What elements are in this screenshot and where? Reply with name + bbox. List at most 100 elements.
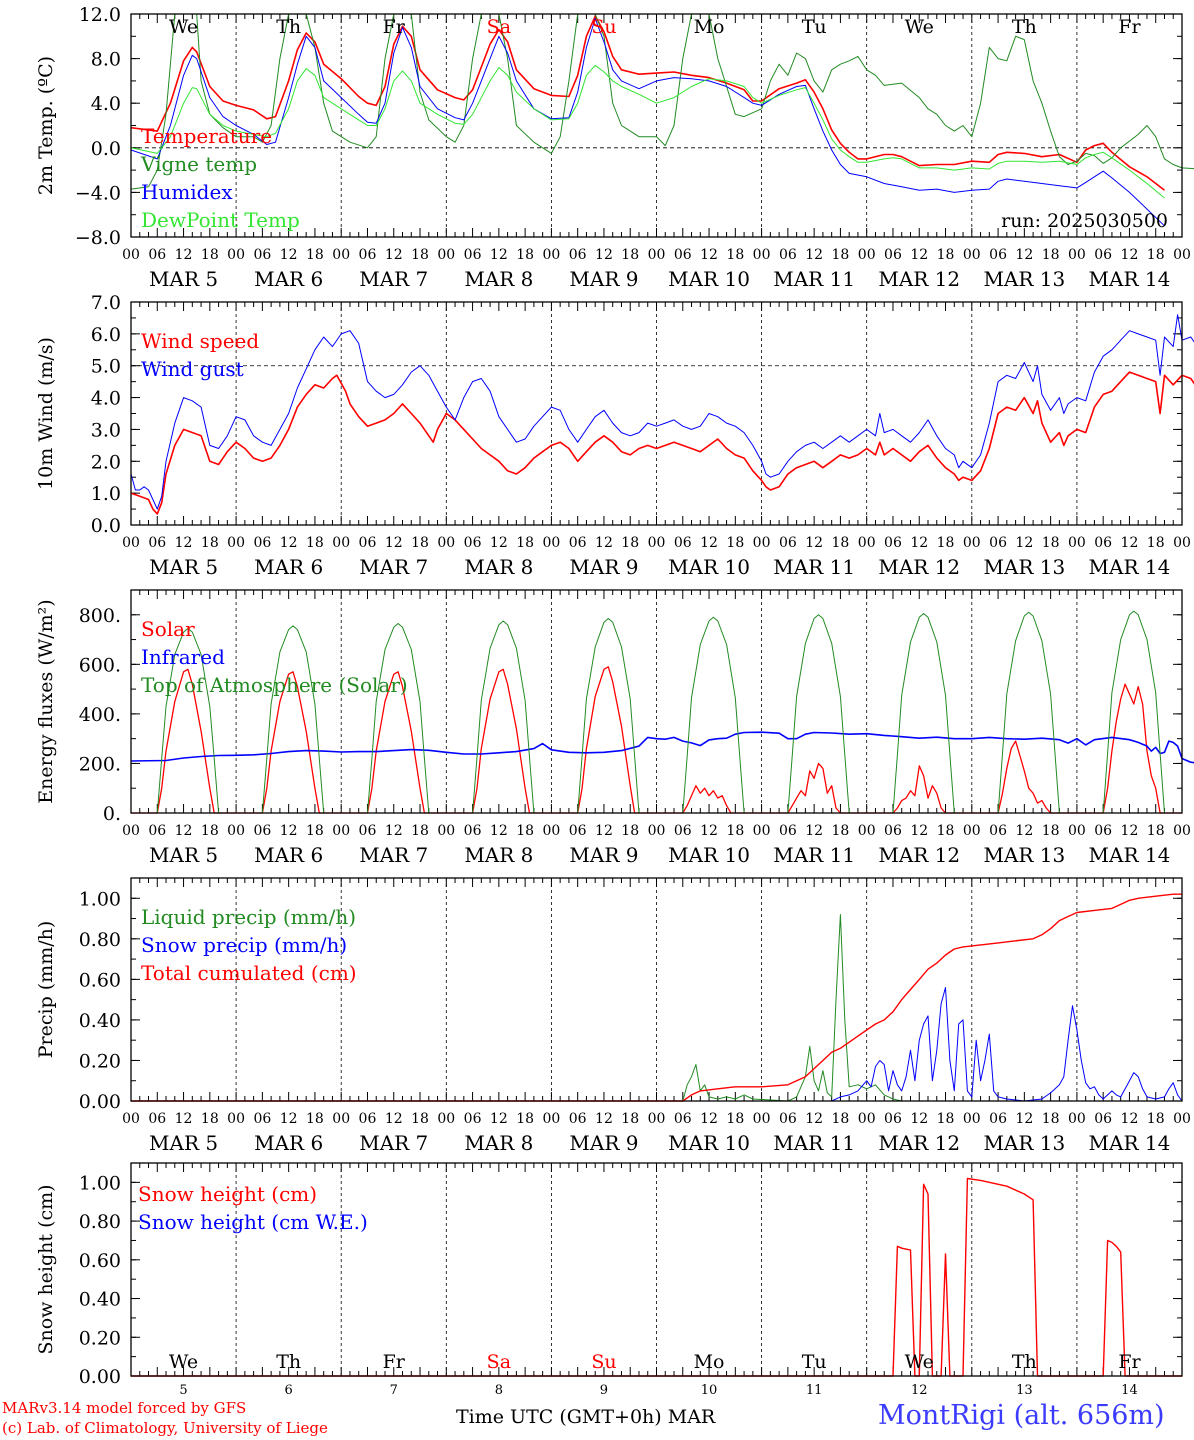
- hour-tick-label: 06: [148, 535, 166, 551]
- y-tick-label: 0.20: [79, 1050, 121, 1072]
- hour-tick-label: 00: [227, 535, 245, 551]
- y-tick-label: 400.: [79, 704, 121, 726]
- hour-tick-label: 12: [175, 247, 193, 263]
- date-label: MAR 6: [254, 1131, 323, 1155]
- legend-entry: Wind speed: [141, 329, 259, 353]
- hour-tick-label: 00: [858, 823, 876, 839]
- hour-tick-label: 06: [989, 247, 1007, 263]
- date-label: MAR 13: [983, 555, 1065, 579]
- hour-tick-label: 18: [832, 535, 850, 551]
- hour-tick-label: 06: [359, 823, 377, 839]
- hour-tick-label: 12: [805, 535, 823, 551]
- hour-tick-label: 06: [779, 247, 797, 263]
- hour-tick-label: 06: [464, 535, 482, 551]
- hour-tick-label: 00: [437, 823, 455, 839]
- date-label: MAR 8: [464, 1131, 533, 1155]
- date-label: MAR 7: [359, 1131, 428, 1155]
- date-label: 14: [1121, 1383, 1138, 1398]
- hour-tick-label: 00: [858, 247, 876, 263]
- legend-entry: Solar: [141, 617, 195, 641]
- hour-tick-label: 12: [385, 247, 403, 263]
- day-of-week-label: Su: [591, 16, 616, 38]
- hour-tick-label: 00: [1173, 823, 1191, 839]
- hour-tick-label: 06: [253, 535, 271, 551]
- date-label: 8: [495, 1383, 503, 1398]
- plot-frame: [130, 589, 1183, 814]
- hour-tick-label: 00: [227, 247, 245, 263]
- hour-tick-label: 06: [779, 1111, 797, 1127]
- hour-tick-label: 18: [1042, 1111, 1060, 1127]
- hour-tick-label: 06: [464, 247, 482, 263]
- y-tick-label: 0.80: [79, 1211, 121, 1233]
- y-tick-label: 800.: [79, 605, 121, 627]
- hour-tick-label: 18: [306, 535, 324, 551]
- x-axis-title-text: Time UTC (GMT+0h): [456, 1406, 662, 1428]
- series-line-3-2: [131, 893, 1182, 1102]
- hour-tick-label: 00: [963, 247, 981, 263]
- date-label: MAR 14: [1089, 843, 1171, 867]
- hour-tick-label: 18: [937, 823, 955, 839]
- legend-entry: Vigne temp: [140, 152, 257, 176]
- y-tick-label: 3.0: [91, 419, 121, 441]
- hour-tick-label: 00: [437, 1111, 455, 1127]
- hour-tick-label: 06: [253, 247, 271, 263]
- plot-frame: [130, 301, 1183, 526]
- day-of-week-label: We: [169, 1351, 198, 1373]
- hour-tick-label: 18: [621, 247, 639, 263]
- date-label: MAR 6: [254, 555, 323, 579]
- date-label: MAR 5: [149, 843, 218, 867]
- hour-tick-label: 18: [726, 535, 744, 551]
- hour-tick-label: 00: [753, 1111, 771, 1127]
- day-of-week-label: Sa: [487, 1351, 511, 1373]
- date-label: MAR 8: [464, 267, 533, 291]
- hour-tick-label: 06: [569, 247, 587, 263]
- date-label: MAR 11: [773, 555, 855, 579]
- hour-tick-label: 06: [989, 1111, 1007, 1127]
- series-line-0-3: [130, 64, 1165, 199]
- hour-tick-label: 00: [122, 823, 140, 839]
- hour-tick-label: 06: [779, 535, 797, 551]
- day-of-week-label: Sa: [487, 16, 511, 38]
- date-label: MAR 6: [254, 267, 323, 291]
- hour-tick-label: 00: [963, 1111, 981, 1127]
- hour-tick-label: 18: [411, 823, 429, 839]
- date-label: MAR 5: [149, 555, 218, 579]
- legend-entry: Temperature: [141, 124, 272, 148]
- hour-tick-label: 12: [805, 823, 823, 839]
- hour-tick-label: 18: [1147, 1111, 1165, 1127]
- hour-tick-label: 18: [306, 823, 324, 839]
- hour-tick-label: 00: [1173, 247, 1191, 263]
- hour-tick-label: 00: [122, 1111, 140, 1127]
- hour-tick-label: 00: [122, 247, 140, 263]
- hour-tick-label: 18: [832, 823, 850, 839]
- hour-tick-label: 00: [542, 823, 560, 839]
- date-label: MAR 14: [1089, 267, 1171, 291]
- hour-tick-label: 18: [516, 247, 534, 263]
- hour-tick-label: 06: [674, 535, 692, 551]
- plot-frame: [130, 877, 1183, 1102]
- hour-tick-label: 12: [490, 1111, 508, 1127]
- hour-tick-label: 12: [1121, 247, 1139, 263]
- hour-tick-label: 06: [1094, 823, 1112, 839]
- hour-tick-label: 12: [280, 535, 298, 551]
- hour-tick-label: 06: [569, 1111, 587, 1127]
- hour-tick-label: 00: [332, 535, 350, 551]
- hour-tick-label: 06: [1094, 535, 1112, 551]
- hour-tick-label: 18: [937, 247, 955, 263]
- date-label: MAR 9: [569, 267, 638, 291]
- hour-tick-label: 18: [516, 535, 534, 551]
- x-axis-month: MAR: [667, 1406, 716, 1428]
- hour-tick-label: 12: [700, 823, 718, 839]
- hour-tick-label: 18: [1147, 247, 1165, 263]
- hour-tick-label: 12: [385, 535, 403, 551]
- panel-0: −8.0 −4.0 0.0 4.0 8.0 12.0 2m Temp. (ºC) Temper…: [35, 4, 1194, 291]
- date-label: 5: [179, 1383, 187, 1398]
- hour-tick-label: 12: [1015, 823, 1033, 839]
- day-of-week-label: Tu: [802, 16, 827, 38]
- hour-tick-label: 00: [1068, 823, 1086, 839]
- y-tick-label: 0.: [103, 803, 121, 825]
- hour-tick-label: 00: [227, 823, 245, 839]
- y-tick-label: 5.0: [91, 356, 121, 378]
- hour-tick-label: 00: [542, 535, 560, 551]
